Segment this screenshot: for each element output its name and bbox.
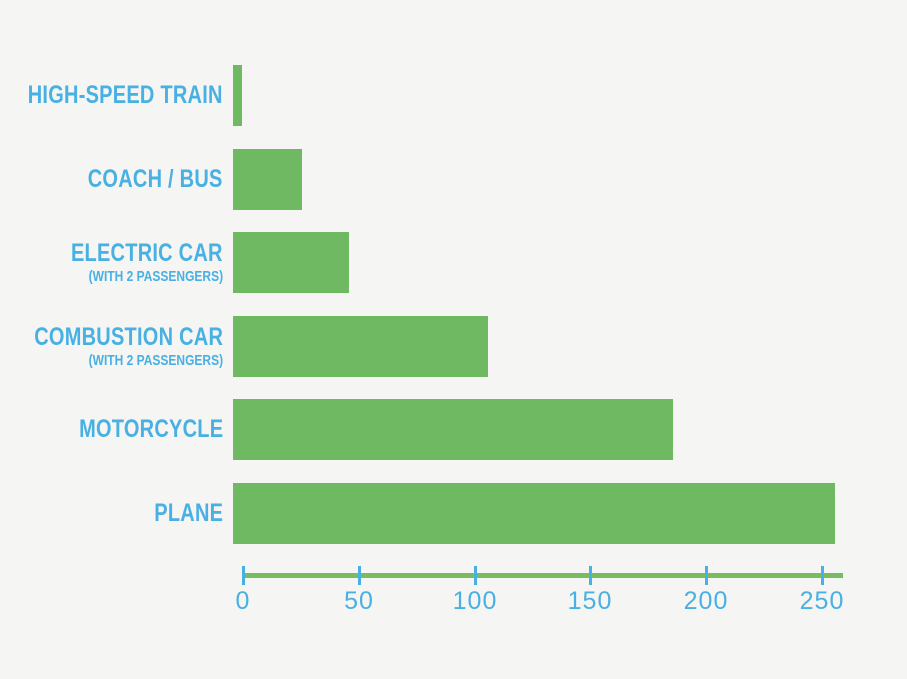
axis-tick-mark: [821, 566, 824, 585]
category-label-text: PLANE: [154, 499, 223, 528]
category-sublabel-text: (WITH 2 PASSENGERS): [88, 351, 223, 369]
axis-tick-label: 0: [235, 587, 251, 615]
category-label-text: COACH / BUS: [88, 165, 223, 194]
chart-row-high-speed-train: HIGH-SPEED TRAIN: [0, 65, 907, 126]
axis-tick-label: 50: [344, 587, 374, 615]
chart-row-plane: PLANE: [0, 483, 907, 544]
x-axis-line: [243, 573, 843, 578]
chart-row-combustion-car: COMBUSTION CAR (WITH 2 PASSENGERS): [0, 316, 907, 377]
category-label-text: MOTORCYCLE: [78, 415, 223, 444]
bar-electric-car: [233, 232, 349, 293]
axis-tick-label: 150: [567, 587, 613, 615]
category-label-coach-bus: COACH / BUS: [0, 165, 233, 194]
bar-combustion-car: [233, 316, 488, 377]
axis-tick-mark: [589, 566, 592, 585]
category-sublabel-text: (WITH 2 PASSENGERS): [88, 267, 223, 285]
axis-tick-label: 250: [799, 587, 845, 615]
category-label-text: COMBUSTION CAR: [34, 322, 223, 351]
chart-row-electric-car: ELECTRIC CAR (WITH 2 PASSENGERS): [0, 232, 907, 293]
category-label-electric-car: ELECTRIC CAR (WITH 2 PASSENGERS): [0, 238, 233, 286]
bar-high-speed-train: [233, 65, 242, 126]
category-label-combustion-car: COMBUSTION CAR (WITH 2 PASSENGERS): [0, 322, 233, 370]
axis-tick-mark: [242, 566, 245, 585]
bar-plane: [233, 483, 835, 544]
axis-tick-mark: [358, 566, 361, 585]
category-label-text: ELECTRIC CAR: [71, 238, 223, 267]
bar-motorcycle: [233, 399, 673, 460]
axis-tick-label: 100: [452, 587, 498, 615]
chart-row-coach-bus: COACH / BUS: [0, 149, 907, 210]
category-label-plane: PLANE: [0, 499, 233, 528]
x-axis: 0 50 100 150 200 250: [236, 566, 845, 623]
bar-coach-bus: [233, 149, 302, 210]
axis-tick-mark: [474, 566, 477, 585]
axis-tick-label: 200: [683, 587, 729, 615]
axis-tick-mark: [705, 566, 708, 585]
category-label-text: HIGH-SPEED TRAIN: [28, 81, 223, 110]
category-label-motorcycle: MOTORCYCLE: [0, 415, 233, 444]
chart-row-motorcycle: MOTORCYCLE: [0, 399, 907, 460]
category-label-high-speed-train: HIGH-SPEED TRAIN: [0, 81, 233, 110]
